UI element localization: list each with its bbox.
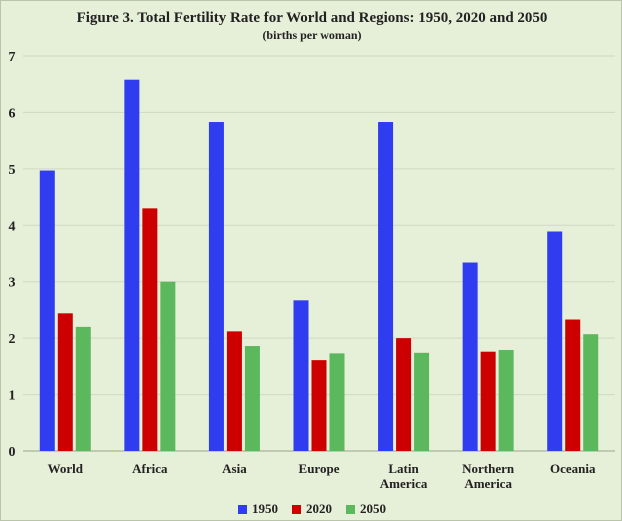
x-category-label-europe: Europe [299, 461, 340, 476]
x-category-label-northern-america-line2: America [464, 476, 512, 491]
bar-2050-northern-america [498, 349, 514, 451]
chart-title: Figure 3. Total Fertility Rate for World… [76, 10, 548, 26]
bar-2050-latin-america [414, 352, 430, 451]
legend-label-2050: 2050 [360, 501, 386, 516]
bar-2020-asia [226, 331, 242, 451]
x-category-label-northern-america-line1: Northern [462, 461, 515, 476]
bar-2050-africa [160, 281, 176, 451]
legend-swatch-1950 [238, 504, 247, 514]
bar-1950-europe [293, 300, 309, 451]
legend-label-2020: 2020 [306, 501, 332, 516]
bar-2020-europe [311, 360, 327, 451]
x-category-label-africa: Africa [132, 461, 168, 476]
x-category-label-world: World [48, 461, 84, 476]
y-tick-label-1: 1 [9, 389, 16, 404]
y-tick-label-0: 0 [9, 445, 16, 460]
chart-subtitle: (births per woman) [262, 28, 362, 42]
bar-1950-africa [124, 79, 140, 451]
bar-1950-world [39, 170, 55, 452]
y-tick-label-3: 3 [9, 276, 16, 291]
y-tick-label-4: 4 [9, 219, 16, 234]
y-tick-label-5: 5 [9, 163, 16, 178]
bar-1950-latin-america [378, 122, 394, 452]
bar-layer [39, 79, 599, 452]
bar-2050-asia [244, 346, 260, 451]
bar-1950-oceania [547, 231, 563, 451]
x-category-label-asia: Asia [222, 461, 247, 476]
legend-item-1950: 1950 [238, 501, 278, 517]
bar-1950-northern-america [462, 262, 478, 451]
legend-item-2050: 2050 [346, 501, 386, 517]
bar-2020-latin-america [396, 338, 412, 451]
x-category-label-latin-america-line2: America [380, 476, 428, 491]
bar-2050-europe [329, 353, 345, 451]
legend-swatch-2020 [292, 504, 301, 514]
bar-2020-world [57, 313, 73, 451]
y-tick-label-6: 6 [9, 106, 16, 121]
y-tick-label-2: 2 [9, 332, 16, 347]
legend: 1950 2020 2050 [1, 501, 622, 517]
legend-label-1950: 1950 [252, 501, 278, 516]
x-category-label-latin-america-line1: Latin [388, 461, 419, 476]
bar-2050-world [75, 326, 91, 451]
bar-2020-oceania [565, 319, 581, 451]
bar-2050-oceania [583, 334, 599, 451]
y-tick-label-7: 7 [9, 50, 16, 65]
bar-2020-northern-america [480, 351, 496, 451]
bar-2020-africa [142, 208, 158, 451]
grid-layer [23, 55, 615, 396]
bar-1950-asia [208, 122, 224, 452]
legend-swatch-2050 [346, 504, 355, 514]
legend-item-2020: 2020 [292, 501, 332, 517]
x-category-label-oceania: Oceania [550, 461, 596, 476]
